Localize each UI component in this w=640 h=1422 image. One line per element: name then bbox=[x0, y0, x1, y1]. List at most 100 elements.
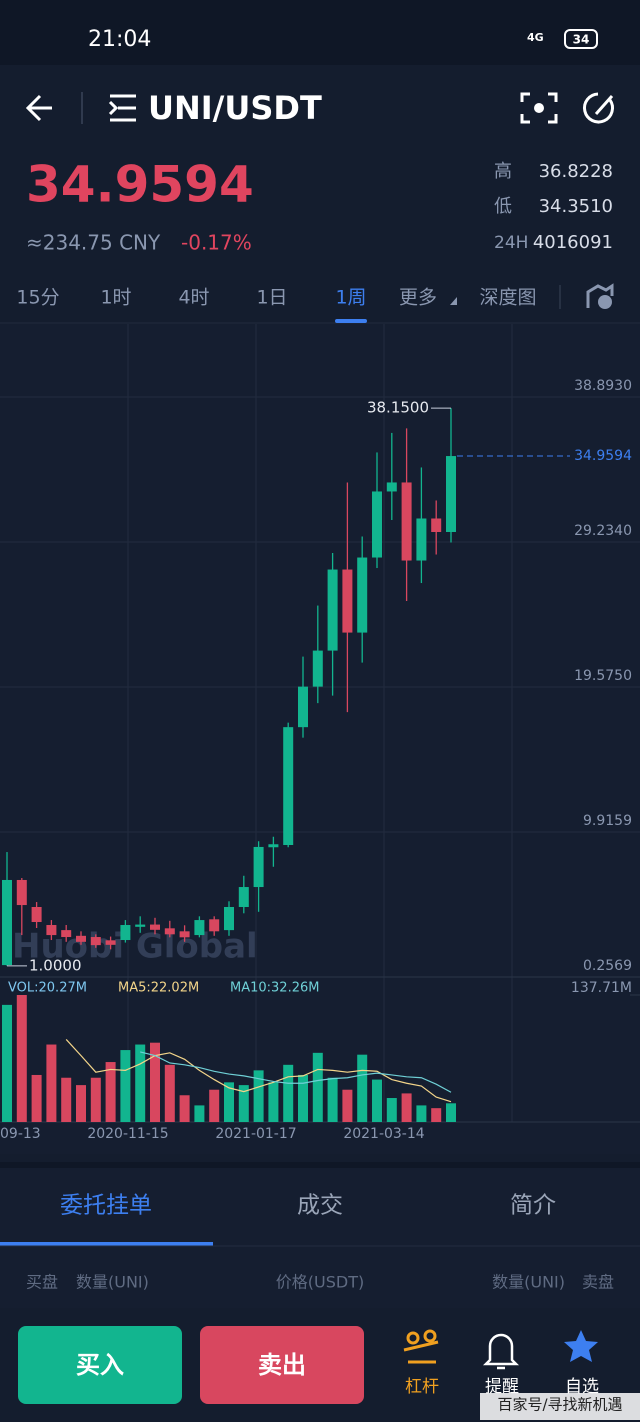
order-tab[interactable]: 简介 bbox=[510, 1193, 556, 1219]
volume-bar bbox=[357, 1054, 368, 1122]
candle-body bbox=[342, 569, 353, 633]
volume-bar bbox=[372, 1079, 382, 1122]
volume-bar bbox=[283, 1064, 294, 1122]
period-tab[interactable]: 1日 bbox=[256, 287, 287, 309]
alert-icon[interactable] bbox=[482, 1333, 520, 1370]
last-price-label: 34.9594 bbox=[574, 448, 632, 464]
gear-icon bbox=[598, 295, 612, 309]
candle-body bbox=[357, 557, 368, 633]
volume-bar bbox=[386, 1098, 397, 1122]
volume-bar bbox=[164, 1064, 175, 1122]
watermark-bg bbox=[480, 1393, 640, 1420]
volume-bar bbox=[61, 1077, 72, 1122]
low-label: 低 bbox=[494, 196, 512, 217]
candle-body bbox=[61, 930, 72, 938]
volume-label: 24H bbox=[494, 233, 528, 253]
period-tab[interactable]: 1周 bbox=[335, 287, 366, 309]
orderbook-header: 价格(USDT) bbox=[276, 1273, 364, 1292]
leverage-dot bbox=[423, 1329, 437, 1343]
candle-body bbox=[431, 518, 442, 533]
order-tab[interactable]: 成交 bbox=[297, 1193, 343, 1219]
change-percent: -0.17% bbox=[181, 231, 252, 255]
volume-bar bbox=[401, 1093, 412, 1122]
chart-area bbox=[0, 324, 640, 1154]
volume-bar bbox=[105, 1062, 116, 1122]
high-label: 高 bbox=[494, 161, 512, 182]
volume-bar bbox=[268, 1082, 279, 1122]
period-tab[interactable]: 4时 bbox=[178, 287, 209, 309]
nav-label[interactable]: 提醒 bbox=[485, 1377, 519, 1397]
battery-level: 34 bbox=[573, 33, 590, 47]
candle-body bbox=[2, 879, 12, 966]
volume-bar bbox=[179, 1095, 190, 1122]
last-price: 34.9594 bbox=[26, 156, 254, 214]
candle-body bbox=[283, 727, 294, 845]
volume-bar bbox=[90, 1077, 101, 1122]
volume-bar bbox=[2, 1004, 12, 1122]
candle-body bbox=[312, 650, 323, 687]
order-tab[interactable]: 委托挂单 bbox=[60, 1193, 152, 1219]
volume-bar bbox=[194, 1105, 205, 1122]
volume-bar bbox=[431, 1108, 442, 1122]
footer-watermark: 百家号/寻找新机遇 bbox=[497, 1396, 622, 1414]
orderbook-header: 买盘 bbox=[26, 1273, 58, 1292]
volume-bar bbox=[253, 1070, 264, 1122]
back-button[interactable] bbox=[25, 94, 52, 122]
volume-bar bbox=[327, 1077, 338, 1122]
share-icon[interactable] bbox=[583, 92, 614, 124]
volume-bar bbox=[46, 1044, 57, 1122]
period-tab[interactable]: 更多 bbox=[399, 287, 437, 309]
chart-settings-icon[interactable] bbox=[586, 283, 614, 308]
nav-label[interactable]: 杠杆 bbox=[405, 1377, 439, 1397]
moving-average-line bbox=[65, 1039, 452, 1103]
candle-body bbox=[120, 925, 131, 941]
sell-label: 卖出 bbox=[258, 1351, 306, 1379]
extreme-marker-label: 1.0000 bbox=[29, 956, 82, 974]
volume-bar bbox=[150, 1042, 160, 1122]
period-tab[interactable]: 1时 bbox=[100, 287, 131, 309]
sell-button[interactable] bbox=[200, 1326, 364, 1404]
screenshot-icon[interactable] bbox=[520, 92, 558, 124]
volume-bar bbox=[31, 1074, 42, 1122]
candle-body bbox=[16, 879, 27, 906]
low-value: 34.3510 bbox=[539, 196, 613, 217]
y-tick-label: 38.8930 bbox=[574, 378, 632, 394]
favorite-icon[interactable] bbox=[564, 1330, 598, 1362]
candle-body bbox=[401, 482, 412, 561]
candle-body bbox=[327, 569, 338, 651]
candle-body bbox=[31, 906, 42, 923]
cny-price: ≈234.75 CNY bbox=[26, 231, 161, 255]
volume-bar bbox=[446, 1103, 456, 1122]
candle-body bbox=[446, 456, 456, 533]
candle-body bbox=[268, 844, 279, 848]
candle-body bbox=[372, 491, 382, 558]
candle-body bbox=[194, 920, 205, 936]
extreme-marker-label: 38.1500 bbox=[367, 399, 429, 417]
volume-bar bbox=[238, 1085, 249, 1122]
status-bar bbox=[0, 0, 640, 65]
volume-bar bbox=[312, 1052, 323, 1122]
screenshot-dot bbox=[534, 103, 544, 113]
volume-bar bbox=[342, 1089, 353, 1122]
period-tab[interactable]: 15分 bbox=[16, 287, 59, 309]
candle-body bbox=[150, 924, 160, 930]
candle-body bbox=[209, 919, 220, 932]
orderbook-header: 数量(UNI) bbox=[492, 1273, 565, 1292]
y-tick-label: 0.2569 bbox=[583, 958, 632, 974]
leverage-icon[interactable] bbox=[403, 1340, 439, 1364]
legend-entry: VOL:20.27M bbox=[8, 981, 87, 996]
nav-label[interactable]: 自选 bbox=[565, 1377, 599, 1397]
candle-body bbox=[416, 518, 427, 561]
menu-icon[interactable] bbox=[108, 94, 136, 122]
volume-bar bbox=[16, 995, 27, 1122]
candle-body bbox=[298, 686, 308, 728]
period-tab[interactable]: 深度图 bbox=[479, 287, 536, 309]
candle-body bbox=[179, 931, 190, 938]
orderbook-header: 卖盘 bbox=[582, 1273, 614, 1292]
orderbook-header: 数量(UNI) bbox=[76, 1273, 149, 1292]
volume-bar bbox=[416, 1105, 427, 1122]
buy-button[interactable] bbox=[18, 1326, 182, 1404]
candle-body bbox=[238, 887, 249, 907]
candle-body bbox=[224, 906, 234, 931]
